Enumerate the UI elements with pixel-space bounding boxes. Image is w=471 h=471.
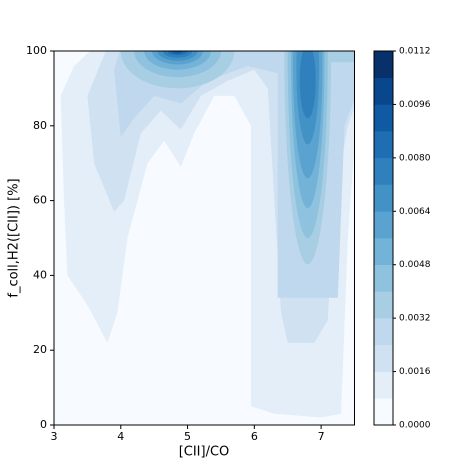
x-tick-label: 4	[117, 430, 124, 443]
plot-area	[54, 51, 355, 425]
contour-region	[172, 51, 183, 54]
colorbar-band	[374, 371, 393, 399]
colorbar-tick-label: 0.0032	[399, 314, 431, 324]
colorbar-band	[374, 51, 393, 79]
colorbar-tick-label: 0.0016	[399, 367, 431, 377]
y-axis-label: f_coll,H2([CII]) [%]	[7, 178, 22, 297]
y-tick-label: 60	[33, 194, 47, 207]
contour-region	[299, 51, 316, 119]
axes-frame	[53, 50, 355, 426]
x-tick-label: 3	[51, 430, 58, 443]
colorbar-tick-label: 0.0000	[399, 421, 431, 431]
colorbar-frame	[373, 50, 394, 426]
colorbar-band	[374, 238, 393, 266]
colorbar-band	[374, 184, 393, 212]
colorbar-band	[374, 291, 393, 319]
colorbar-band	[374, 398, 393, 426]
x-tick-label: 7	[318, 430, 325, 443]
y-tick-label: 100	[26, 44, 47, 57]
colorbar-band	[374, 318, 393, 346]
y-tick-label: 20	[33, 343, 47, 356]
colorbar-band	[374, 264, 393, 292]
y-tick-label: 0	[40, 418, 47, 431]
colorbar-band	[374, 77, 393, 105]
colorbar-band	[374, 344, 393, 372]
x-axis-label: [CII]/CO	[179, 445, 230, 460]
colorbar-tick-label: 0.0080	[399, 153, 431, 163]
x-tick-label: 6	[251, 430, 258, 443]
colorbar-band	[374, 211, 393, 239]
x-tick-label: 5	[184, 430, 191, 443]
colorbar-tick-label: 0.0048	[399, 260, 431, 270]
colorbar-band	[374, 131, 393, 159]
colorbar-band	[374, 157, 393, 185]
colorbar-tick-label: 0.0096	[399, 100, 431, 110]
y-tick-label: 40	[33, 268, 47, 281]
colorbar-tick-label: 0.0064	[399, 207, 431, 217]
colorbar-tick-label: 0.0112	[399, 47, 431, 57]
y-tick-label: 80	[33, 119, 47, 132]
colorbar: 0.0000 0.0016 0.0032 0.0048 0.0064 0.0080 0.00…	[373, 47, 431, 431]
colorbar-band	[374, 104, 393, 132]
